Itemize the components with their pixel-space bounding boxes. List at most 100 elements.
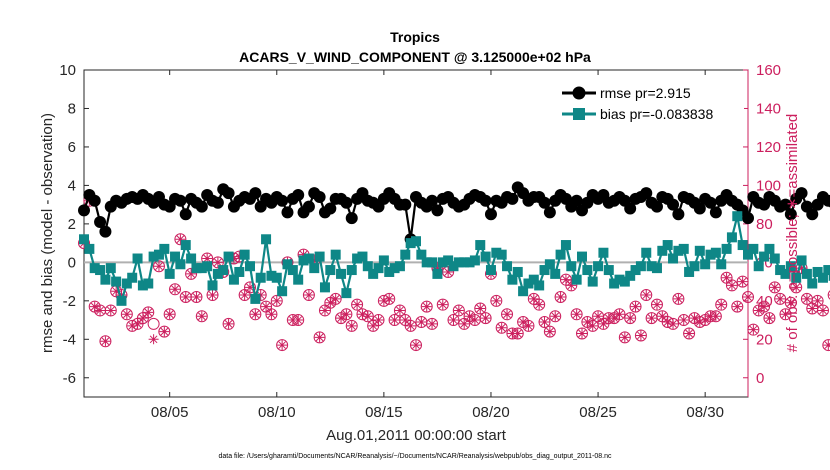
obs-assimilated-point bbox=[475, 303, 486, 314]
obs-possible-point bbox=[501, 308, 514, 321]
bias-point bbox=[400, 249, 411, 260]
bias-point bbox=[743, 249, 753, 260]
rmse-point bbox=[94, 215, 107, 228]
rmse-point bbox=[340, 196, 353, 209]
bias-point bbox=[753, 261, 764, 272]
rmse-point bbox=[484, 208, 497, 221]
bias-point bbox=[534, 280, 545, 291]
rmse-point bbox=[276, 194, 289, 207]
bias-point bbox=[116, 295, 127, 306]
bias-point bbox=[657, 245, 668, 256]
bias-point bbox=[807, 278, 818, 289]
obs-possible-point bbox=[270, 294, 283, 307]
obs-assimilated-point bbox=[341, 309, 352, 320]
bias-point bbox=[411, 236, 421, 247]
obs-assimilated-point bbox=[700, 315, 711, 326]
obs-assimilated-point bbox=[287, 315, 298, 326]
rmse-point bbox=[795, 187, 808, 200]
bias-point bbox=[427, 257, 438, 268]
bias-point bbox=[635, 261, 646, 272]
obs-possible-point bbox=[404, 319, 417, 332]
bias-point bbox=[769, 253, 780, 264]
bias-point bbox=[132, 253, 143, 264]
bias-point bbox=[716, 259, 727, 270]
obs-possible-point bbox=[650, 298, 663, 311]
bias-point bbox=[539, 265, 550, 276]
rmse-point bbox=[506, 192, 519, 205]
obs-assimilated-point bbox=[480, 313, 491, 324]
rmse-point bbox=[324, 202, 337, 215]
obs-possible-point bbox=[265, 308, 278, 321]
bias-point bbox=[250, 293, 261, 304]
rmse-point bbox=[249, 187, 262, 200]
obs-possible-point bbox=[618, 331, 631, 344]
obs-possible-point bbox=[479, 312, 492, 325]
obs-assimilated-point bbox=[609, 313, 620, 324]
bias-point bbox=[180, 240, 191, 251]
obs-possible-point bbox=[249, 308, 262, 321]
obs-possible-point bbox=[629, 300, 642, 313]
rmse-point bbox=[570, 194, 583, 207]
bias-point bbox=[314, 251, 325, 262]
obs-assimilated-point bbox=[593, 311, 604, 322]
obs-assimilated-point bbox=[427, 318, 438, 329]
obs-assimilated-point bbox=[710, 311, 721, 322]
obs-assimilated-point bbox=[635, 330, 646, 341]
bias-point bbox=[491, 247, 502, 258]
obs-assimilated-point bbox=[464, 311, 475, 322]
obs-assimilated-point bbox=[421, 301, 432, 312]
bias-point bbox=[164, 268, 175, 279]
obs-assimilated-point bbox=[726, 280, 737, 291]
obs-assimilated-point bbox=[373, 315, 384, 326]
obs-possible-point bbox=[104, 304, 117, 317]
obs-possible-point bbox=[495, 321, 508, 334]
bias-point bbox=[84, 243, 95, 254]
y-tick-label: 4 bbox=[68, 177, 76, 194]
obs-assimilated-point bbox=[111, 286, 122, 297]
bias-point bbox=[555, 249, 566, 260]
obs-possible-point bbox=[474, 302, 487, 315]
y-axis-label-right: # of obs: o=possible; ∗=assimilated bbox=[784, 114, 801, 353]
y-tick-label: 2 bbox=[68, 216, 76, 233]
bias-point bbox=[223, 251, 234, 262]
bias-point bbox=[207, 280, 218, 291]
obs-assimilated-point bbox=[416, 316, 427, 327]
x-tick-label: 08/25 bbox=[579, 404, 617, 421]
obs-assimilated-point bbox=[378, 295, 389, 306]
bias-point bbox=[502, 261, 513, 272]
bias-point bbox=[544, 259, 555, 270]
obs-assimilated-point bbox=[614, 309, 625, 320]
obs-assimilated-point bbox=[759, 301, 770, 312]
obs-assimilated-point bbox=[694, 316, 705, 327]
y-tick-label-right: 80 bbox=[756, 216, 773, 233]
rmse-point bbox=[650, 200, 663, 213]
bias-point bbox=[625, 270, 636, 281]
bias-point bbox=[303, 253, 314, 264]
obs-assimilated-point bbox=[560, 274, 571, 285]
obs-assimilated-point bbox=[817, 305, 828, 316]
obs-assimilated-point bbox=[368, 320, 379, 331]
obs-assimilated-point bbox=[212, 257, 223, 268]
y-tick-label-right: 160 bbox=[756, 62, 781, 79]
rmse-point bbox=[99, 225, 112, 238]
bias-point bbox=[726, 232, 737, 243]
x-tick-label: 08/05 bbox=[151, 404, 189, 421]
obs-assimilated-point bbox=[159, 326, 170, 337]
obs-assimilated-point bbox=[641, 290, 652, 301]
obs-possible-point bbox=[533, 298, 546, 311]
obs-assimilated-point bbox=[737, 276, 748, 287]
bias-point bbox=[277, 286, 288, 297]
obs-assimilated-point bbox=[721, 272, 732, 283]
obs-assimilated-point bbox=[791, 282, 802, 293]
obs-possible-point bbox=[715, 298, 728, 311]
obs-assimilated-point bbox=[646, 313, 657, 324]
bias-point bbox=[212, 268, 223, 279]
obs-possible-point bbox=[436, 298, 449, 311]
bias-point bbox=[694, 245, 705, 256]
y-tick-label: 0 bbox=[68, 254, 76, 271]
bias-point bbox=[582, 265, 593, 276]
obs-possible-point bbox=[302, 289, 315, 302]
bias-point bbox=[700, 259, 711, 270]
bias-point bbox=[721, 243, 732, 254]
obs-assimilated-point bbox=[271, 295, 282, 306]
